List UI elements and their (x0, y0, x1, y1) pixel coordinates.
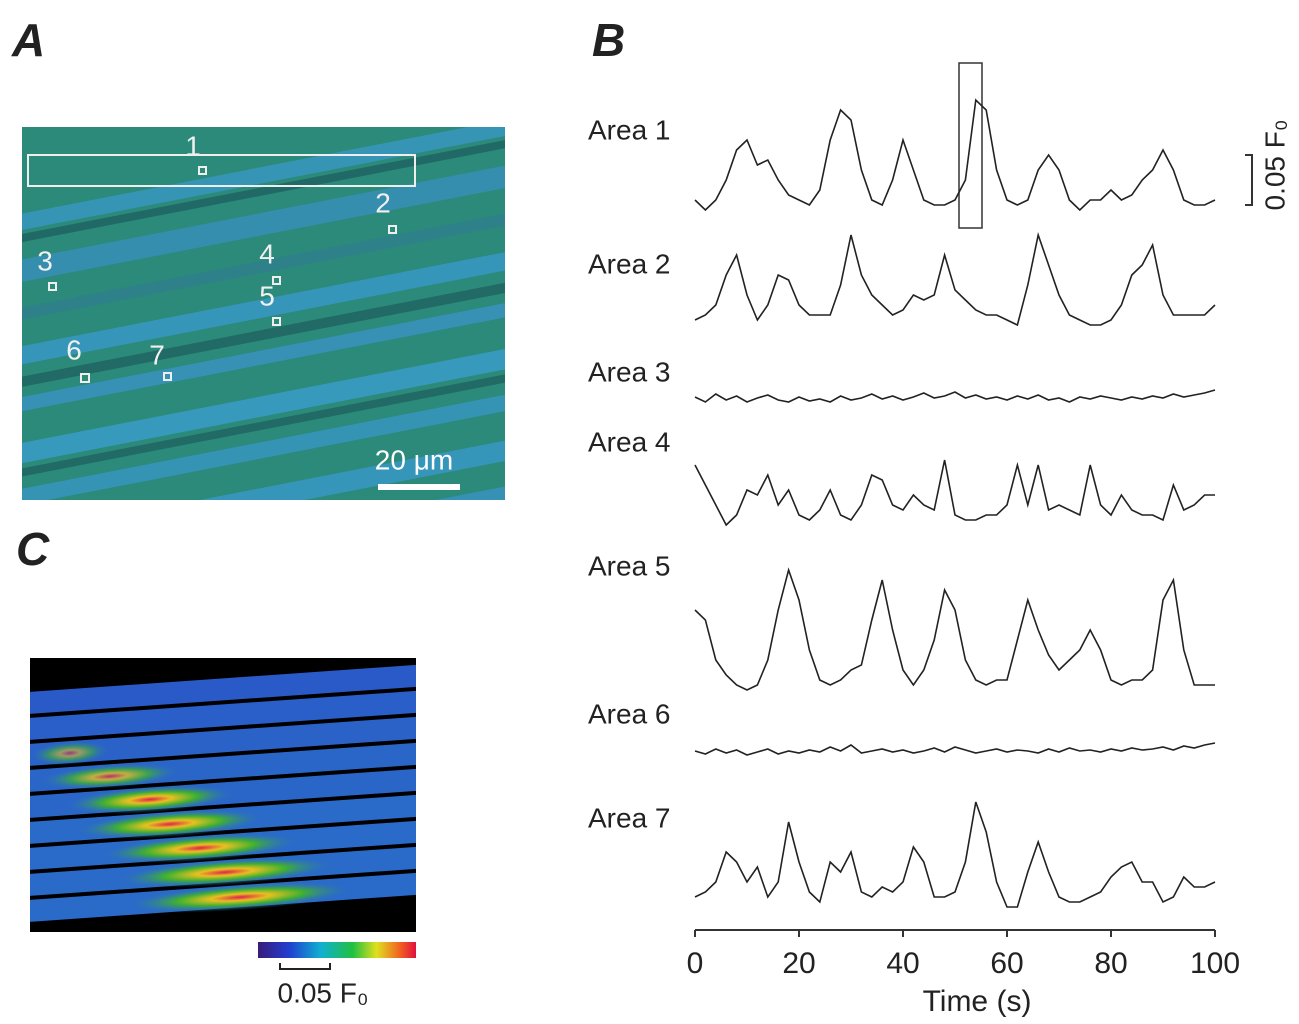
panel-label: A (11, 14, 45, 66)
trace-label: Area 5 (588, 550, 671, 581)
trace (694, 801, 1216, 908)
linescan-image (30, 658, 416, 932)
trace-label: Area 7 (588, 802, 671, 833)
roi-label: 3 (37, 245, 53, 276)
roi-label: 7 (149, 339, 165, 370)
colorbar (258, 942, 416, 958)
panel-label: C (16, 523, 50, 575)
traces: Area 1 Area 2 Area 3 Area 4 Area 5 Area 6 Area… (588, 98, 1290, 1018)
x-tick-label: 80 (1094, 947, 1127, 980)
highlight-box (958, 62, 983, 229)
trace-label: Area 2 (588, 248, 671, 279)
roi-label: 6 (66, 334, 82, 365)
trace (694, 232, 1216, 327)
x-axis-label: Time (s) (923, 985, 1032, 1018)
trace (694, 459, 1215, 527)
scale-bar (279, 963, 331, 970)
scale-bar-label: 0.05 F₀ (1259, 120, 1290, 211)
scale-bar-label: 20 μm (375, 444, 453, 475)
roi-label: 2 (375, 187, 391, 218)
x-tick-label: 20 (782, 947, 815, 980)
roi-label: 1 (185, 130, 201, 161)
roi-label: 5 (259, 280, 275, 311)
trace-label: Area 6 (588, 698, 671, 729)
trace (694, 98, 1216, 212)
x-tick-label: 60 (990, 947, 1023, 980)
roi-line (27, 154, 416, 187)
trace (694, 389, 1216, 403)
x-tick-label: 40 (886, 947, 919, 980)
x-tick-label: 0 (687, 947, 704, 980)
trace-label: Area 3 (588, 356, 671, 387)
trace-label: Area 4 (588, 426, 671, 457)
scale-bar (1245, 154, 1253, 206)
x-tick-label: 100 (1190, 947, 1240, 980)
micrograph (22, 127, 505, 500)
scale-bar-label: 0.05 F₀ (278, 977, 369, 1008)
trace-label: Area 1 (588, 114, 671, 145)
trace (694, 567, 1215, 691)
panel-label: B (592, 14, 625, 66)
roi-label: 4 (259, 238, 275, 269)
trace (694, 742, 1216, 756)
